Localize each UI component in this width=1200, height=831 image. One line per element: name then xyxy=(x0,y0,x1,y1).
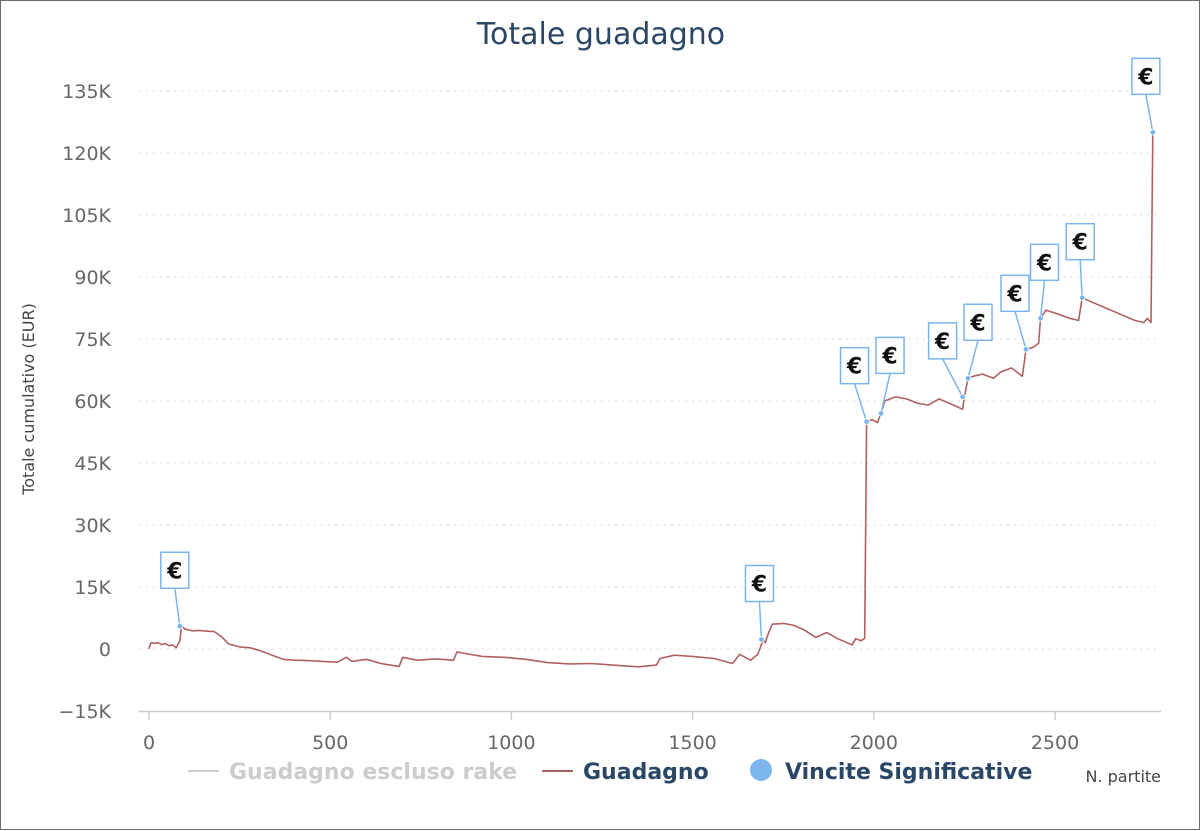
flag-connector xyxy=(853,383,868,422)
flag-box[interactable] xyxy=(1065,222,1095,261)
flag-box[interactable] xyxy=(839,346,870,385)
y-tick-label: 105K xyxy=(62,205,111,227)
flag-box[interactable] xyxy=(1029,243,1060,282)
chart-title: Totale guadagno xyxy=(476,17,725,52)
flag-label: € xyxy=(1137,65,1153,90)
flag-connector xyxy=(941,358,964,398)
flag-connector xyxy=(174,588,181,627)
flag-label: € xyxy=(969,311,985,336)
legend-item-escluso-rake[interactable]: Guadagno escluso rake xyxy=(229,760,517,785)
y-tick-label: 15K xyxy=(74,577,111,599)
x-tick-label: 1500 xyxy=(668,732,716,754)
x-tick-label: 2500 xyxy=(1031,732,1079,754)
flag-label: € xyxy=(846,355,862,380)
guadagno-line[interactable] xyxy=(148,132,1154,668)
significant-win-point[interactable] xyxy=(877,410,885,417)
x-axis: 0 500 1000 1500 2000 2500 xyxy=(139,710,1161,754)
y-tick-label: 0 xyxy=(99,639,111,661)
significant-win-point[interactable] xyxy=(1022,346,1030,353)
flag-box[interactable] xyxy=(160,551,190,590)
legend-item-vincite[interactable]: Vincite Significative xyxy=(785,760,1032,785)
x-axis-label: N. partite xyxy=(1085,767,1161,786)
significant-win-point[interactable] xyxy=(1037,315,1044,322)
flag-box[interactable] xyxy=(875,336,905,375)
grid-lines xyxy=(139,90,1161,650)
flag-connector xyxy=(1145,94,1154,133)
x-tick-label: 500 xyxy=(312,732,348,754)
significant-win-point[interactable] xyxy=(1078,294,1086,301)
flag-connector xyxy=(1014,311,1027,350)
y-tick-label: −15K xyxy=(58,701,111,723)
y-tick-label: 120K xyxy=(62,143,111,165)
flag-box[interactable] xyxy=(1131,57,1161,96)
flag-box[interactable] xyxy=(963,303,993,342)
x-tick-label: 0 xyxy=(143,732,155,754)
flag-label: € xyxy=(166,559,182,584)
x-tick-label: 1000 xyxy=(487,732,535,754)
flag-box[interactable] xyxy=(927,322,958,360)
significant-win-point[interactable] xyxy=(863,418,870,425)
legend-item-guadagno[interactable]: Guadagno xyxy=(583,760,709,785)
y-tick-label: 45K xyxy=(74,453,111,475)
significant-win-point[interactable] xyxy=(964,375,972,382)
significant-win-point[interactable] xyxy=(1149,129,1157,136)
x-tick-label: 2000 xyxy=(850,732,898,754)
flag-connector xyxy=(1079,259,1083,298)
flag-connector xyxy=(758,601,763,640)
flag-box[interactable] xyxy=(744,564,775,603)
y-tick-label: 90K xyxy=(74,267,111,289)
flag-label: € xyxy=(1036,251,1052,276)
flag-box[interactable] xyxy=(1000,274,1030,313)
y-tick-label: 135K xyxy=(62,81,111,103)
flag-connector xyxy=(967,340,979,379)
significant-wins-flags[interactable]: € € € € € € € € € € xyxy=(160,57,1161,643)
y-axis-label: Totale cumulativo (EUR) xyxy=(19,303,38,496)
significant-win-point[interactable] xyxy=(758,636,765,643)
flag-label: € xyxy=(881,344,897,369)
guadagno-series[interactable] xyxy=(148,132,1154,668)
y-tick-label: 60K xyxy=(74,391,111,413)
flag-label: € xyxy=(1006,282,1022,307)
y-axis-ticks: −15K 0 15K 30K 45K 60K 75K 90K 105K 120K 135K xyxy=(58,81,111,723)
flag-label: € xyxy=(751,572,767,597)
y-tick-label: 30K xyxy=(74,515,111,537)
flag-connector xyxy=(1039,280,1046,319)
legend-marker-vincite[interactable] xyxy=(750,759,772,781)
flag-connector xyxy=(880,373,891,414)
significant-win-point[interactable] xyxy=(959,393,966,401)
flag-label: € xyxy=(934,330,950,355)
flag-label: € xyxy=(1072,231,1088,256)
y-tick-label: 75K xyxy=(74,329,111,351)
legend: Guadagno escluso rake Guadagno Vincite Sig… xyxy=(188,759,1032,785)
significant-win-point[interactable] xyxy=(176,623,184,630)
